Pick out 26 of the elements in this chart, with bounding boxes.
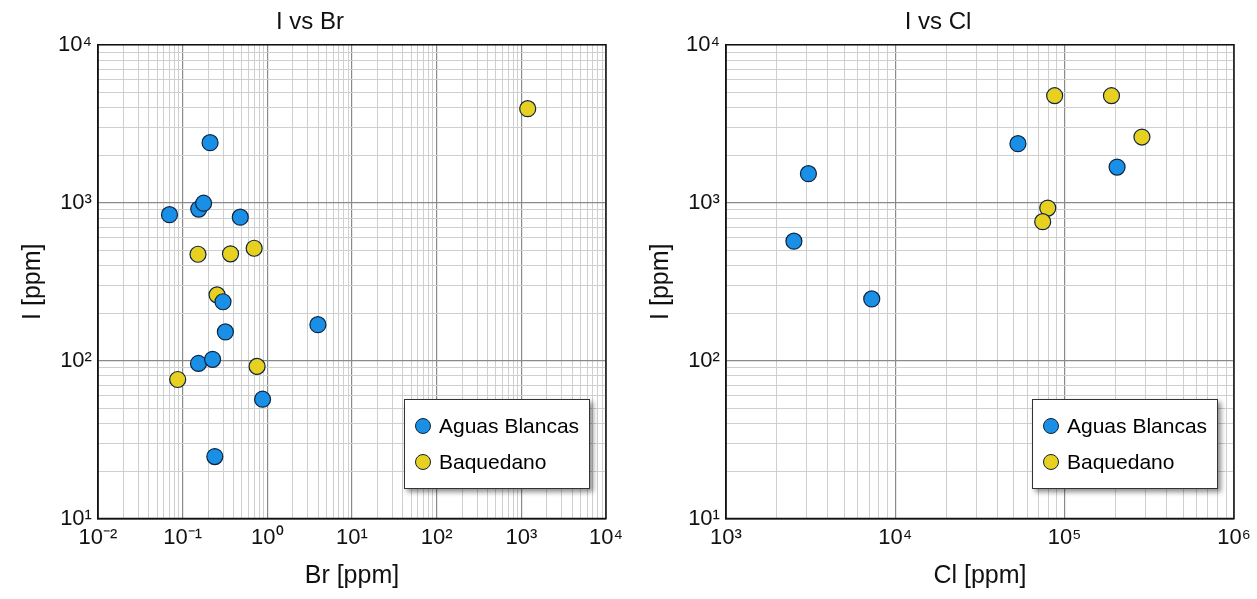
x-tick-label: 10³ (505, 523, 538, 549)
legend-label: Aguas Blancas (439, 413, 580, 438)
x-tick-label: 10⁰ (251, 523, 284, 549)
legend-label: Baquedano (439, 449, 547, 474)
x-tick-label: 10⁴ (878, 523, 913, 549)
x-tick-label: 10⁵ (1047, 523, 1082, 549)
x-tick-label: 10¹ (336, 523, 368, 549)
chart-title: I vs Br (275, 7, 345, 35)
x-tick-label: 10⁻¹ (163, 523, 202, 549)
y-tick-label: 10³ (688, 188, 720, 214)
y-tick-label: 10⁴ (57, 30, 92, 56)
y-tick-label: 10² (688, 346, 720, 372)
x-axis-title: Cl [ppm] (933, 559, 1027, 588)
x-axis-title: Br [ppm] (304, 559, 400, 588)
legend-label: Aguas Blancas (1067, 413, 1208, 438)
legend-label: Baquedano (1067, 449, 1175, 474)
x-tick-label: 10⁴ (589, 523, 623, 549)
y-axis-title: I [ppm] (644, 243, 673, 320)
x-tick-label: 10² (420, 523, 453, 549)
y-tick-label: 10² (60, 346, 92, 372)
chart-title: I vs Cl (904, 7, 972, 35)
y-tick-label: 10¹ (60, 504, 92, 530)
y-tick-label: 10⁴ (685, 30, 720, 56)
y-axis-title: I [ppm] (16, 243, 45, 320)
y-tick-label: 10³ (60, 188, 92, 214)
x-tick-label: 10⁶ (1217, 523, 1251, 549)
